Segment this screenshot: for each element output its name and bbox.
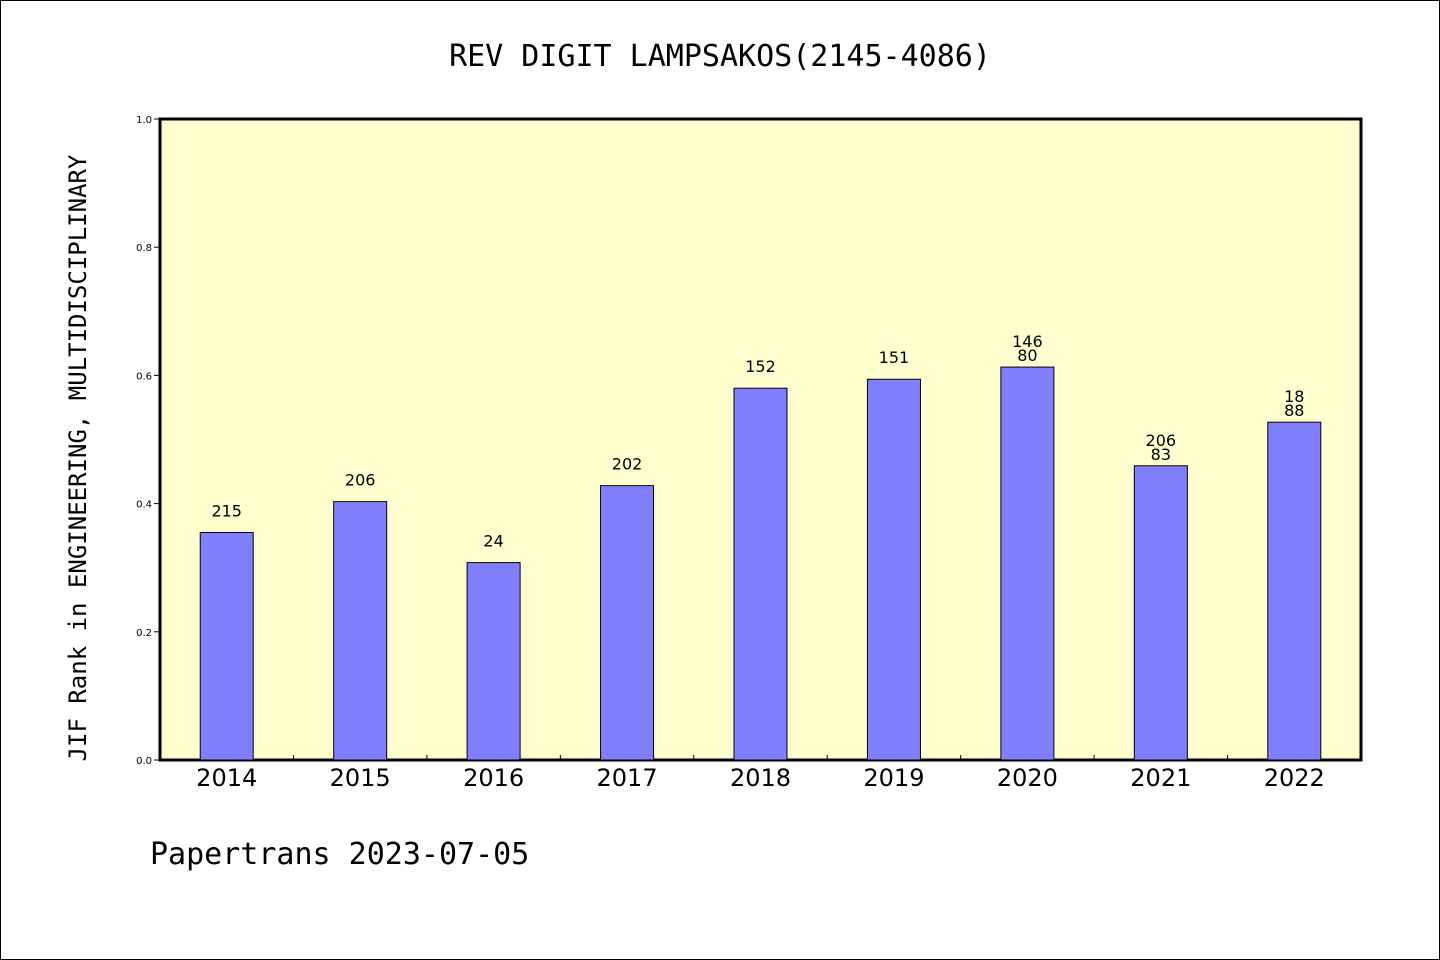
bar-value-label: 24: [483, 532, 503, 551]
bar-2015: [333, 501, 388, 761]
bar-2022: [1267, 421, 1322, 761]
bar-2014: [199, 531, 254, 761]
bar-2020: [1000, 366, 1055, 761]
x-tick-label-2019: 2019: [863, 764, 924, 792]
x-tick-label-2020: 2020: [997, 764, 1058, 792]
y-tick-label: 1.0: [136, 115, 152, 126]
bar-value-label: 202: [612, 455, 643, 474]
x-tick-label-2022: 2022: [1264, 764, 1325, 792]
bar-value-label: 18: [1284, 387, 1304, 406]
y-tick-label: 0.0: [136, 756, 152, 767]
x-tick-label-2014: 2014: [196, 764, 257, 792]
bar-2017: [600, 485, 655, 761]
bar-2016: [466, 562, 521, 761]
x-tick-label-2018: 2018: [730, 764, 791, 792]
bar-value-label: 152: [745, 357, 776, 376]
bar-value-label: 80: [1017, 346, 1037, 365]
bar-value-label: 88: [1284, 401, 1304, 420]
bar-2021: [1133, 465, 1188, 761]
x-tick-label-2016: 2016: [463, 764, 524, 792]
footer-credit: Papertrans 2023-07-05: [150, 837, 529, 872]
bar-value-label: 206: [345, 471, 376, 490]
y-tick-label: 0.6: [136, 371, 152, 382]
bar-value-label: 215: [211, 501, 242, 520]
bar-2019: [866, 378, 921, 761]
bar-2018: [733, 387, 788, 761]
bar-value-label: 151: [879, 348, 910, 367]
y-axis-label: JIF Rank in ENGINEERING, MULTIDISCIPLINA…: [64, 154, 92, 761]
y-tick-label: 0.4: [136, 500, 152, 511]
y-tick-label: 0.8: [136, 243, 152, 254]
bar-value-label: 206: [1146, 431, 1177, 450]
x-tick-label-2021: 2021: [1130, 764, 1191, 792]
x-axis: 2014 2015 2016 2017 2018 2019 2020 2021 2022: [196, 755, 1325, 792]
bar-value-label: 83: [1151, 445, 1171, 464]
chart-title: REV DIGIT LAMPSAKOS(2145-4086): [449, 39, 991, 74]
y-tick-label: 0.2: [136, 628, 152, 639]
y-axis: 0.0 0.2 0.4 0.6 0.8 1.0: [136, 115, 160, 767]
x-tick-label-2015: 2015: [330, 764, 391, 792]
bar-value-label: 146: [1012, 332, 1043, 351]
x-tick-label-2017: 2017: [597, 764, 658, 792]
